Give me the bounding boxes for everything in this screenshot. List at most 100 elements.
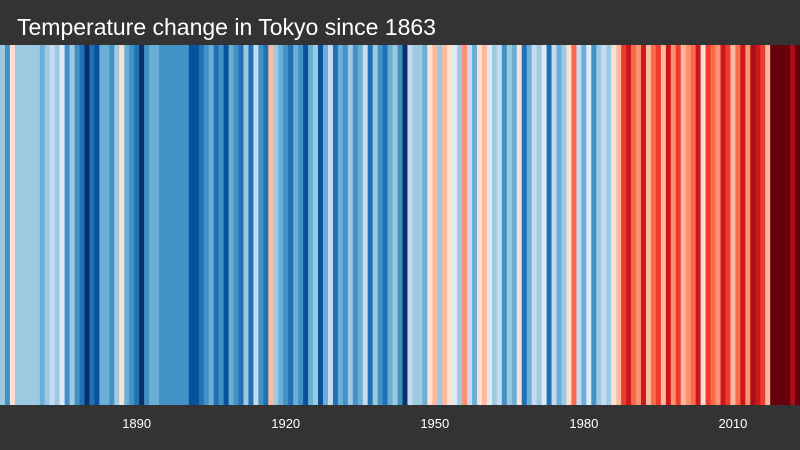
stripe-2022 <box>790 45 796 405</box>
stripe-1914 <box>253 45 259 405</box>
stripe-2015 <box>755 45 761 405</box>
stripe-2023 <box>795 45 800 405</box>
stripe-2012 <box>740 45 746 405</box>
stripe-1922 <box>293 45 299 405</box>
stripe-2016 <box>760 45 766 405</box>
stripe-1948 <box>422 45 428 405</box>
stripe-2014 <box>750 45 756 405</box>
stripe-2019 <box>775 45 781 405</box>
stripe-1887 <box>119 45 125 405</box>
stripe-1896 <box>163 45 170 405</box>
stripe-1993 <box>645 45 652 405</box>
stripe-2006 <box>710 45 717 405</box>
stripe-1888 <box>124 45 130 405</box>
stripe-1994 <box>650 45 657 405</box>
stripe-1945 <box>407 45 414 405</box>
stripe-1877 <box>69 45 76 405</box>
chart-title: Temperature change in Tokyo since 1863 <box>17 14 436 40</box>
stripe-1903 <box>198 45 205 405</box>
stripe-1893 <box>149 45 155 405</box>
x-tick-label-1890: 1890 <box>122 416 151 431</box>
stripe-1889 <box>129 45 135 405</box>
stripe-1952 <box>442 45 448 405</box>
stripe-1959 <box>477 45 483 405</box>
stripe-1885 <box>109 45 115 405</box>
stripe-2013 <box>745 45 751 405</box>
stripe-1935 <box>357 45 364 405</box>
stripe-1963 <box>496 45 503 405</box>
stripe-1971 <box>536 45 543 405</box>
stripe-1998 <box>670 45 677 405</box>
stripe-1895 <box>159 45 165 405</box>
stripe-1921 <box>288 45 294 405</box>
stripe-1866 <box>14 45 21 405</box>
stripe-1891 <box>139 45 145 405</box>
stripe-2008 <box>720 45 727 405</box>
stripe-1992 <box>640 45 647 405</box>
stripe-1920 <box>283 45 289 405</box>
stripe-1927 <box>318 45 324 405</box>
stripe-1919 <box>278 45 284 405</box>
stripe-1881 <box>89 45 96 405</box>
stripes-group <box>0 45 800 405</box>
stripe-2007 <box>715 45 722 405</box>
stripe-1928 <box>322 45 329 405</box>
stripe-1964 <box>501 45 508 405</box>
stripe-2011 <box>735 45 741 405</box>
stripe-2000 <box>680 45 687 405</box>
stripe-1973 <box>546 45 553 405</box>
stripe-1902 <box>193 45 200 405</box>
stripe-2021 <box>785 45 791 405</box>
x-axis-ticks: 1890 1920 1950 1980 2010 <box>122 416 747 431</box>
stripe-1864 <box>4 45 11 405</box>
stripe-1882 <box>94 45 100 405</box>
stripe-1884 <box>104 45 110 405</box>
stripe-1865 <box>9 45 16 405</box>
stripe-1900 <box>183 45 190 405</box>
stripe-1894 <box>154 45 160 405</box>
x-tick-label-1980: 1980 <box>569 416 598 431</box>
stripe-1972 <box>541 45 548 405</box>
stripe-1937 <box>367 45 374 405</box>
stripe-1979 <box>576 45 582 405</box>
stripe-1985 <box>606 45 612 405</box>
stripe-1930 <box>332 45 339 405</box>
stripe-2005 <box>705 45 712 405</box>
stripe-1917 <box>268 45 274 405</box>
stripe-1931 <box>337 45 344 405</box>
stripe-1990 <box>631 45 637 405</box>
stripe-1904 <box>203 45 210 405</box>
stripe-1995 <box>655 45 662 405</box>
stripe-1883 <box>99 45 105 405</box>
stripe-1943 <box>397 45 404 405</box>
stripe-1939 <box>377 45 384 405</box>
stripe-1975 <box>556 45 563 405</box>
stripe-1863 <box>0 45 6 405</box>
stripe-2002 <box>690 45 697 405</box>
stripe-1870 <box>34 45 41 405</box>
stripe-1873 <box>49 45 56 405</box>
stripe-1924 <box>303 45 309 405</box>
stripe-1875 <box>59 45 66 405</box>
stripe-1991 <box>636 45 642 405</box>
stripe-1977 <box>566 45 573 405</box>
stripe-1926 <box>313 45 319 405</box>
stripe-1946 <box>412 45 418 405</box>
stripe-1955 <box>457 45 463 405</box>
stripe-2010 <box>730 45 736 405</box>
stripe-1938 <box>372 45 379 405</box>
stripe-1957 <box>467 45 473 405</box>
stripe-1950 <box>432 45 438 405</box>
stripe-1942 <box>392 45 399 405</box>
stripe-2020 <box>780 45 786 405</box>
stripe-2003 <box>695 45 702 405</box>
stripe-1969 <box>526 45 533 405</box>
stripe-1976 <box>561 45 568 405</box>
stripe-1880 <box>84 45 91 405</box>
stripe-1988 <box>621 45 627 405</box>
stripe-1983 <box>596 45 602 405</box>
stripe-2009 <box>725 45 732 405</box>
stripe-1940 <box>382 45 389 405</box>
stripe-1912 <box>243 45 250 405</box>
